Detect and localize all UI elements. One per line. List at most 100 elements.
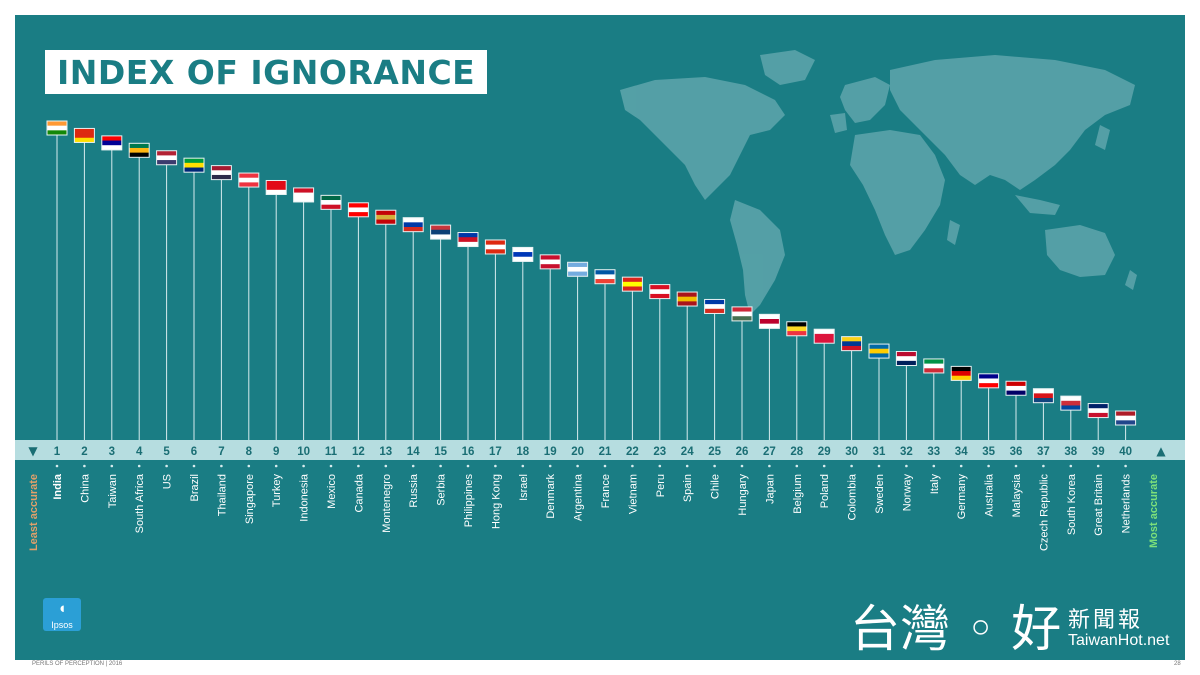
country-flag-icon (676, 291, 698, 307)
most-accurate-arrow-icon: ▲ (1156, 444, 1166, 458)
rank-number: 20 (571, 446, 584, 458)
country-flag-icon (594, 269, 616, 285)
country-label: Netherlands (1121, 474, 1133, 534)
rank-number: 35 (982, 446, 995, 458)
country-label: Poland (819, 474, 831, 508)
rank-tick (165, 464, 168, 468)
watermark-main-text: 台灣 ◦ 好 (850, 600, 1062, 658)
rank-tick (822, 464, 826, 468)
country-flag-icon (950, 365, 972, 381)
country-label: Sweden (874, 474, 886, 514)
country-label: Russia (408, 473, 420, 508)
country-label: US (162, 474, 174, 489)
country-label: Chile (710, 474, 722, 499)
rank-number: 8 (246, 446, 253, 458)
country-flag-icon (923, 358, 945, 374)
rank-tick (713, 464, 716, 468)
rank-number: 7 (218, 446, 224, 458)
rank-number: 32 (900, 446, 913, 458)
country-flag-icon (183, 157, 205, 173)
country-label: Hong Kong (490, 474, 502, 529)
country-flag-icon (868, 343, 890, 359)
rank-tick (411, 464, 415, 468)
country-label: Montenegro (381, 474, 393, 533)
rank-tick (439, 464, 442, 468)
rank-number: 15 (434, 446, 447, 458)
country-flag-icon (375, 209, 397, 225)
country-label: South Africa (134, 473, 146, 533)
rank-number: 21 (599, 446, 612, 458)
country-flag-icon (704, 298, 726, 314)
rank-number: 18 (516, 446, 529, 458)
rank-number: 9 (273, 446, 279, 458)
country-label: South Korea (1066, 473, 1078, 535)
country-flag-icon (1115, 410, 1137, 426)
rank-number: 19 (544, 446, 557, 458)
rank-number: 24 (681, 446, 694, 458)
country-flag-icon (320, 194, 342, 210)
rank-number: 34 (955, 446, 968, 458)
country-flag-icon (101, 135, 123, 151)
rank-tick (740, 464, 744, 468)
country-flag-icon (813, 328, 835, 344)
rank-number: 1 (54, 446, 61, 458)
rank-tick (987, 464, 990, 468)
ipsos-logo: ◖ Ipsos (43, 598, 81, 631)
country-label: Belgium (792, 474, 804, 514)
rank-number: 6 (191, 446, 197, 458)
country-label: Argentina (573, 473, 585, 521)
rank-number: 33 (927, 446, 940, 458)
rank-tick (850, 464, 853, 468)
country-label: Serbia (436, 473, 448, 506)
country-flag-icon (265, 179, 287, 195)
country-flag-icon (731, 306, 753, 322)
rank-number: 10 (297, 446, 310, 458)
rank-number: 22 (626, 446, 639, 458)
rank-tick (521, 464, 525, 468)
rank-tick (494, 464, 497, 468)
rank-number: 3 (109, 446, 115, 458)
country-flag-icon (293, 187, 315, 203)
least-accurate-arrow-icon: ▼ (28, 444, 38, 458)
country-flag-icon (978, 373, 1000, 389)
country-label: Hungary (737, 474, 749, 516)
country-flag-icon (567, 261, 589, 277)
country-label: Turkey (271, 474, 283, 508)
watermark-sub-text: 新聞報 (1068, 608, 1144, 633)
country-flag-icon (539, 254, 561, 270)
rank-number: 27 (763, 446, 776, 458)
rank-tick (329, 464, 333, 468)
country-label: Brazil (189, 474, 201, 502)
rank-tick (548, 464, 552, 468)
country-label: Taiwan (107, 474, 119, 508)
rank-number: 13 (379, 446, 392, 458)
rank-tick (877, 464, 881, 468)
taiwanhot-watermark: 台灣 ◦ 好 新聞報 TaiwanHot.net (850, 600, 1185, 660)
country-label: Australia (984, 473, 996, 517)
rank-number: 30 (845, 446, 858, 458)
country-label: Malaysia (1011, 473, 1023, 517)
rank-number: 37 (1037, 446, 1050, 458)
country-flag-icon (156, 150, 178, 166)
rank-tick (1042, 464, 1045, 468)
country-flag-icon (1060, 395, 1082, 411)
rank-tick (768, 464, 771, 468)
country-label: Singapore (244, 474, 256, 524)
rank-number: 29 (818, 446, 831, 458)
country-flag-icon (1087, 403, 1109, 419)
rank-number: 16 (462, 446, 475, 458)
rank-tick (55, 464, 59, 468)
rank-tick (795, 464, 799, 468)
rank-number: 40 (1119, 446, 1132, 458)
rank-number: 14 (407, 446, 420, 458)
country-flag-icon (841, 336, 863, 352)
country-flag-icon (402, 217, 424, 233)
country-label: Norway (901, 474, 913, 512)
country-flag-icon (210, 165, 232, 181)
rank-tick (658, 464, 662, 468)
rank-number: 25 (708, 446, 721, 458)
rank-axis-bar (15, 440, 1185, 460)
rank-number: 38 (1064, 446, 1077, 458)
page-number: 28 (1174, 661, 1181, 667)
most-accurate-label: Most accurate (1148, 474, 1160, 548)
